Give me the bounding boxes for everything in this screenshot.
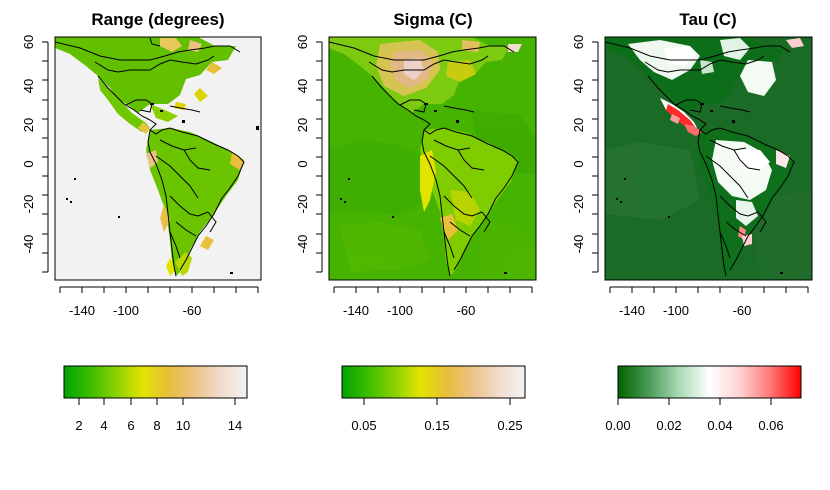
- x-tick-label: -100: [663, 303, 689, 318]
- x-axis-tau: -140 -100 -60: [609, 286, 809, 318]
- country-borders-tau: [605, 41, 795, 277]
- map-tau: [605, 37, 812, 280]
- panel-sigma: Sigma (C): [295, 10, 537, 433]
- y-axis-range: 60 40 20 0 -20 -40: [21, 35, 49, 273]
- legend-tick-label: 8: [153, 418, 160, 433]
- legend-tick-label: 4: [100, 418, 107, 433]
- colorbar-ticks: [617, 398, 772, 405]
- map-frame: [328, 36, 537, 281]
- y-tick-label: -40: [295, 235, 310, 254]
- tau-red-regions: [666, 104, 752, 246]
- y-tick-label: 20: [21, 118, 36, 132]
- map-frame: [604, 36, 813, 281]
- legend-range: 2 4 6 8 10 14: [63, 365, 248, 433]
- y-tick-label: 40: [21, 79, 36, 93]
- country-borders-range: [55, 37, 245, 277]
- islands-sigma: [340, 103, 507, 274]
- colorbar: [617, 365, 802, 399]
- y-tick-label: 0: [571, 160, 586, 167]
- legend-tick-label: 0.25: [497, 418, 522, 433]
- panel-title-range: Range (degrees): [91, 10, 224, 29]
- legend-tick-label: 0.04: [707, 418, 732, 433]
- country-borders-sigma: [329, 41, 519, 277]
- y-tick-label: -20: [571, 195, 586, 214]
- legend-tick-label: 2: [75, 418, 82, 433]
- x-tick-label: -100: [387, 303, 413, 318]
- legend-tau: 0.00 0.02 0.04 0.06: [605, 365, 802, 433]
- panel-tau: Tau (C): [571, 10, 813, 433]
- islands-tau: [616, 103, 783, 274]
- map-frame: [54, 36, 262, 281]
- legend-tick-label: 14: [228, 418, 242, 433]
- y-axis-tau: 60 40 20 0 -20 -40: [571, 35, 599, 273]
- legend-tick-label: 0.06: [758, 418, 783, 433]
- colorbar-ticks: [363, 398, 511, 405]
- x-tick-label: -60: [183, 303, 202, 318]
- y-tick-label: -40: [571, 235, 586, 254]
- y-tick-label: 40: [295, 79, 310, 93]
- colorbar-ticks: [78, 398, 236, 405]
- y-tick-label: 0: [21, 160, 36, 167]
- y-tick-label: -40: [21, 235, 36, 254]
- x-tick-label: -140: [69, 303, 95, 318]
- tau-ocean-texture: [605, 142, 812, 280]
- legend-tick-label: 10: [176, 418, 190, 433]
- y-tick-label: -20: [21, 195, 36, 214]
- colorbar: [63, 365, 248, 399]
- x-tick-label: -140: [343, 303, 369, 318]
- colorbar: [341, 365, 526, 399]
- y-tick-label: 60: [571, 35, 586, 49]
- x-axis-range: -140 -100 -60: [59, 286, 259, 318]
- y-tick-label: 20: [571, 118, 586, 132]
- legend-tick-label: 0.15: [424, 418, 449, 433]
- x-axis-sigma: -140 -100 -60: [333, 286, 533, 318]
- y-tick-label: 20: [295, 118, 310, 132]
- x-tick-label: -140: [619, 303, 645, 318]
- y-tick-label: 40: [571, 79, 586, 93]
- y-tick-label: -20: [295, 195, 310, 214]
- y-tick-label: 60: [21, 35, 36, 49]
- legend-tick-label: 0.05: [351, 418, 376, 433]
- x-tick-label: -60: [457, 303, 476, 318]
- x-tick-label: -60: [733, 303, 752, 318]
- range-highlights: [138, 38, 244, 276]
- panel-title-tau: Tau (C): [679, 10, 736, 29]
- y-tick-label: 60: [295, 35, 310, 49]
- panel-range: Range (degrees): [21, 10, 262, 433]
- panel-title-sigma: Sigma (C): [393, 10, 472, 29]
- y-tick-label: 0: [295, 160, 310, 167]
- y-axis-sigma: 60 40 20 0 -20 -40: [295, 35, 323, 273]
- x-tick-label: -100: [113, 303, 139, 318]
- legend-tick-label: 0.00: [605, 418, 630, 433]
- legend-tick-label: 0.02: [656, 418, 681, 433]
- sigma-ocean-texture: [329, 110, 536, 280]
- map-sigma: [329, 37, 536, 280]
- legend-sigma: 0.05 0.15 0.25: [341, 365, 526, 433]
- legend-tick-label: 6: [127, 418, 134, 433]
- islands-range: [66, 103, 259, 274]
- map-range: [55, 37, 261, 280]
